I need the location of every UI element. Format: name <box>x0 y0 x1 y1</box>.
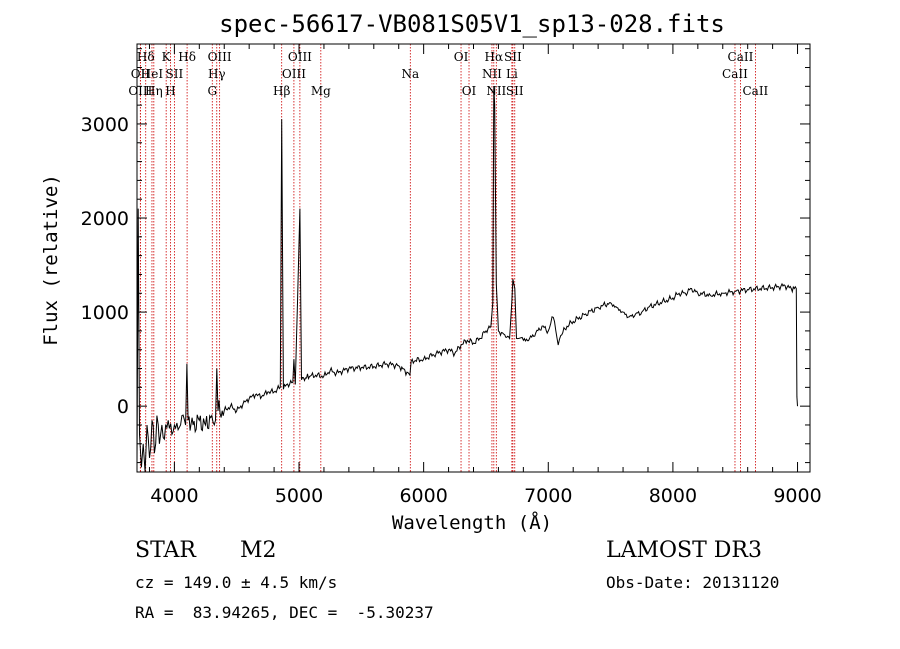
emission-line-label: Hδ <box>178 50 196 64</box>
emission-line-label: Hη <box>145 84 163 98</box>
emission-line-label: Hγ <box>208 67 226 81</box>
y-tick-label: 1000 <box>81 302 129 324</box>
emission-line-label: Mg <box>311 84 331 98</box>
emission-line-label: CaII <box>742 84 768 98</box>
emission-line-label: G <box>207 84 217 98</box>
emission-line-label: Na <box>401 67 419 81</box>
chart-title: spec-56617-VB081S05V1_sp13-028.fits <box>219 10 725 38</box>
x-tick-label: 7000 <box>524 485 572 507</box>
emission-line-label: SII <box>506 84 524 98</box>
axis-ticks: 4000 5000 6000 7000 8000 9000 0 1000 2000 3000 <box>81 44 822 507</box>
emission-line-label: H <box>165 84 175 98</box>
emission-line-label: OI <box>462 84 477 98</box>
emission-line-label: OI <box>454 50 469 64</box>
emission-line-label: Hα <box>485 50 504 64</box>
spectrum-line <box>136 86 798 473</box>
x-axis-label: Wavelength (Å) <box>392 511 552 534</box>
y-tick-label: 2000 <box>81 208 129 230</box>
emission-line-label: NII <box>486 84 506 98</box>
object-subclass: M2 <box>240 538 277 563</box>
observation-date: Obs-Date: 20131120 <box>606 573 780 592</box>
emission-line-label: K <box>162 50 172 64</box>
emission-line-label: NII <box>482 67 502 81</box>
y-axis-label: Flux (relative) <box>40 174 62 346</box>
emission-line-labels: Hδ OII OIII HeI Hη K SII H Hδ OIII Hγ G Hβ OIII OIII Mg… <box>128 50 768 98</box>
x-tick-label: 4000 <box>150 485 198 507</box>
emission-line-label: OIII <box>282 67 306 81</box>
emission-line-label: OIII <box>128 84 152 98</box>
x-tick-label: 5000 <box>275 485 323 507</box>
redshift-velocity: cz = 149.0 ± 4.5 km/s <box>135 573 338 592</box>
emission-line-label: OIII <box>208 50 232 64</box>
coordinates: RA = 83.94265, DEC = -5.30237 <box>135 603 434 622</box>
x-tick-label: 8000 <box>649 485 697 507</box>
y-tick-label: 3000 <box>81 114 129 136</box>
x-tick-label: 6000 <box>399 485 447 507</box>
emission-line-label: CaII <box>722 67 748 81</box>
emission-line-label: Hβ <box>273 84 290 98</box>
emission-line-label: SII <box>166 67 184 81</box>
emission-line-label: HeI <box>141 67 164 81</box>
emission-line-label: OIII <box>288 50 312 64</box>
emission-line-label: OII <box>131 67 151 81</box>
y-tick-label: 0 <box>117 396 129 418</box>
emission-line-label: Li <box>506 67 518 81</box>
emission-line-label: Hδ <box>137 50 155 64</box>
object-class: STAR <box>135 538 196 563</box>
emission-line-label: CaII <box>728 50 754 64</box>
emission-line-label: SII <box>504 50 522 64</box>
x-tick-label: 9000 <box>773 485 821 507</box>
survey-name: LAMOST DR3 <box>606 538 762 563</box>
